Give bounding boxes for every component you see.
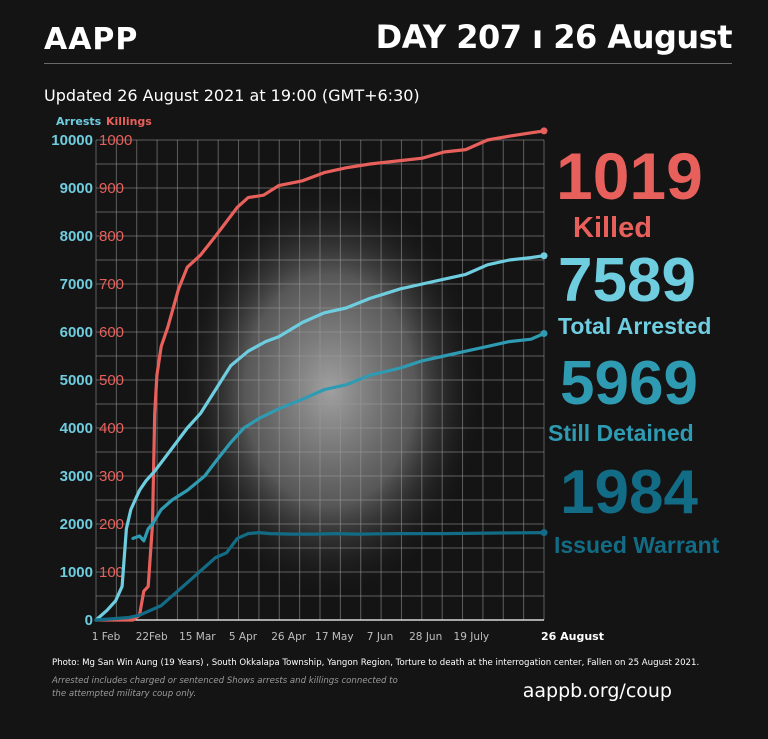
y-left-title: Arrests [56, 115, 102, 128]
x-tick-label: 26 August [541, 630, 604, 643]
stat-killed-value: 1019 [556, 139, 703, 213]
chart-ticks: 0 1000 2000 3000 4000 5000 6000 7000 8000 9000 100… [51, 132, 604, 643]
x-tick-label: 15 Mar [179, 631, 216, 643]
y-right-title: Killings [106, 115, 152, 128]
y-left-tick-label: 6000 [60, 324, 93, 341]
x-tick-label: 17 May [315, 631, 353, 643]
x-tick-label: 7 Jun [367, 631, 393, 643]
series-line-arrests [94, 254, 546, 622]
footnote: Arrested includes charged or sentenced S… [52, 676, 398, 699]
chart-grid [95, 139, 545, 621]
x-tick-label: 5 Apr [229, 631, 258, 643]
y-right-tick-label: 300 [99, 468, 124, 485]
y-right-tick-label: 200 [99, 516, 124, 533]
brand-logo-text: AAPP [44, 22, 139, 57]
series-endpoint-arrests [540, 252, 548, 260]
y-left-tick-label: 10000 [51, 132, 93, 149]
y-left-tick-label: 1000 [60, 564, 93, 581]
x-tick-label: 22Feb [136, 631, 168, 643]
y-left-tick-label: 9000 [60, 180, 93, 197]
series-endpoint-warrant [540, 529, 548, 537]
y-right-tick-label: 1000 [99, 132, 132, 149]
y-right-tick-label: 900 [99, 180, 124, 197]
stat-arrested-label: Total Arrested [558, 313, 712, 339]
y-left-tick-label: 2000 [60, 516, 93, 533]
x-tick-label: 26 Apr [271, 631, 307, 643]
y-right-tick-label: 700 [99, 276, 124, 293]
background-photo-portrait [175, 180, 485, 600]
y-right-tick-label: 500 [99, 372, 124, 389]
series-endpoint-killings [540, 127, 548, 135]
updated-timestamp: Updated 26 August 2021 at 19:00 (GMT+6:3… [44, 86, 420, 105]
y-right-tick-label: 600 [99, 324, 124, 341]
x-tick-label: 19 July [454, 631, 490, 643]
header-divider [44, 63, 732, 64]
y-left-tick-label: 4000 [60, 420, 93, 437]
y-right-tick-label: 400 [99, 420, 124, 437]
y-left-tick-label: 3000 [60, 468, 93, 485]
series-line-detained [131, 331, 546, 543]
stat-warrant-label: Issued Warrant [554, 532, 720, 558]
stat-arrested-value: 7589 [558, 246, 696, 315]
chart-series [94, 127, 548, 622]
x-tick-label: 28 Jun [409, 631, 442, 643]
stat-detained-value: 5969 [560, 349, 698, 418]
series-endpoint-detained [540, 329, 548, 337]
y-right-tick-label: 800 [99, 228, 124, 245]
y-left-tick-label: 8000 [60, 228, 93, 245]
y-left-tick-label: 0 [85, 612, 93, 629]
day-counter: DAY 207 ı 26 August [375, 18, 733, 56]
stat-killed-label: Killed [573, 212, 652, 244]
x-tick-label: 1 Feb [92, 631, 121, 643]
stat-warrant-value: 1984 [560, 458, 698, 527]
website-link[interactable]: aappb.org/coup [522, 680, 672, 702]
series-line-warrant [94, 530, 546, 622]
y-left-tick-label: 7000 [60, 276, 93, 293]
stat-detained-label: Still Detained [548, 420, 694, 446]
y-left-tick-label: 5000 [60, 372, 93, 389]
y-right-tick-label: 100 [99, 564, 124, 581]
photo-caption: Photo: Mg San Win Aung (19 Years) , Sout… [52, 658, 700, 668]
